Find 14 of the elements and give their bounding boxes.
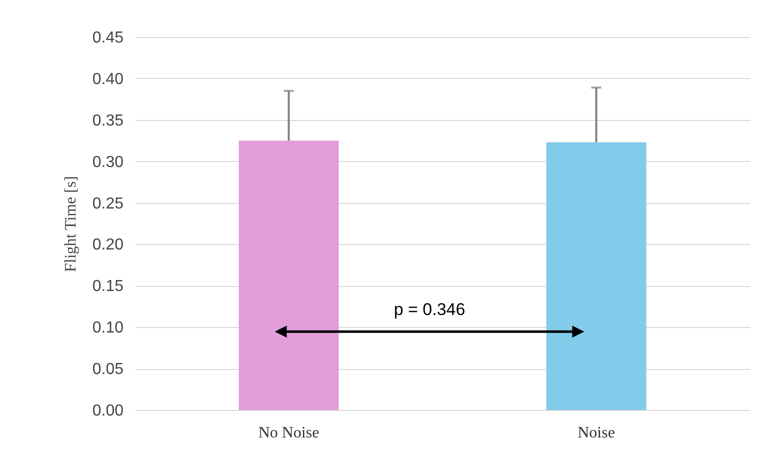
y-tick-label: 0.05 xyxy=(92,361,124,378)
x-tick-label: No Noise xyxy=(258,424,320,442)
y-tick-label: 0.35 xyxy=(92,112,124,130)
y-axis-title: Flight Time [s] xyxy=(62,176,80,272)
y-tick-label: 0.30 xyxy=(92,154,124,171)
y-tick-label: 0.25 xyxy=(92,195,124,212)
y-tick-label: 0.20 xyxy=(92,236,124,254)
y-tick-label: 0.40 xyxy=(92,70,124,88)
y-tick-label: 0.15 xyxy=(92,278,124,296)
y-tick-label: 0.00 xyxy=(92,402,124,420)
annotation: p = 0.346 xyxy=(394,300,466,320)
x-tick-label: Noise xyxy=(578,424,615,442)
y-tick-label: 0.10 xyxy=(92,320,124,337)
y-tick-label: 0.45 xyxy=(92,30,124,46)
